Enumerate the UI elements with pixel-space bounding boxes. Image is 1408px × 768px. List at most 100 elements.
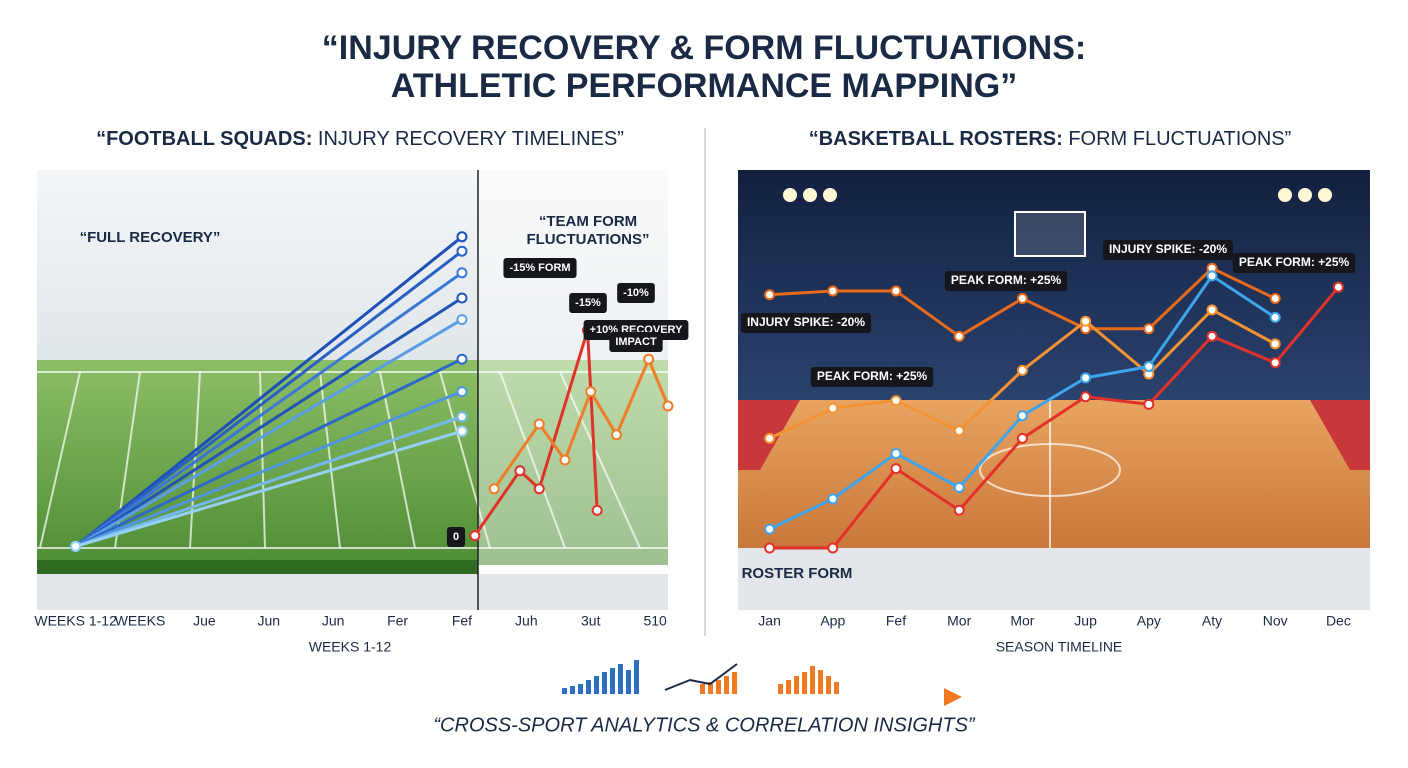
annotation-box [569, 293, 607, 313]
data-point [1080, 372, 1092, 384]
panel-title-bold: “BASKETBALL ROSTERS: [809, 128, 1063, 150]
data-point [559, 454, 571, 466]
series-line [74, 271, 463, 548]
data-point [456, 292, 468, 304]
x-axis-label: SEASON TIMELINE [996, 639, 1123, 655]
panel-title-rest: INJURY RECOVERY TIMELINES” [318, 128, 624, 150]
data-point [488, 483, 500, 495]
annotation: FLUCTUATIONS” [526, 231, 649, 248]
data-point [1143, 398, 1155, 410]
x-tick-label: 3ut [581, 613, 601, 629]
data-point [953, 425, 965, 437]
data-point [890, 463, 902, 475]
data-point [456, 245, 468, 257]
series-line [74, 318, 463, 548]
data-point [456, 231, 468, 243]
data-point [764, 523, 776, 535]
data-point [1143, 323, 1155, 335]
series-line [74, 357, 463, 548]
annotation: 0 [453, 531, 459, 543]
panel-title-bold: “FOOTBALL SQUADS: [96, 128, 312, 150]
data-point [585, 386, 597, 398]
data-point [456, 411, 468, 423]
annotation-box [609, 332, 663, 352]
x-tick-label: Jue [193, 613, 216, 629]
data-point [533, 483, 545, 495]
annotation: INJURY SPIKE: -20% [747, 315, 865, 329]
data-point [610, 429, 622, 441]
data-point [514, 465, 526, 477]
data-point [953, 330, 965, 342]
x-tick-label: Juh [515, 613, 538, 629]
data-point [1206, 304, 1218, 316]
annotation: PEAK FORM: +25% [1239, 255, 1350, 269]
panel-title: “BASKETBALL ROSTERS: FORM FLUCTUATIONS” [809, 128, 1292, 150]
annotation-box [617, 283, 655, 303]
annotation-box [810, 367, 934, 387]
annotation: ROSTER FORM [742, 565, 853, 582]
data-point [1016, 364, 1028, 376]
annotation: INJURY SPIKE: -20% [1109, 242, 1227, 256]
x-tick-label: Apy [1137, 613, 1161, 629]
data-point [1016, 410, 1028, 422]
x-tick-label: Jun [322, 613, 345, 629]
data-point [456, 353, 468, 365]
data-point [456, 425, 468, 437]
data-point [1143, 361, 1155, 373]
data-point [1332, 281, 1344, 293]
series-line [74, 235, 463, 548]
data-point [70, 540, 82, 552]
series-line [75, 415, 463, 548]
annotation-box [503, 258, 577, 278]
data-point [953, 482, 965, 494]
annotation: -15% FORM [509, 262, 570, 274]
data-point [890, 285, 902, 297]
data-point [1269, 293, 1281, 305]
data-point [456, 386, 468, 398]
caption: “CROSS-SPORT ANALYTICS & CORRELATION INS… [433, 714, 976, 736]
data-point [469, 530, 481, 542]
x-tick-label: Fef [886, 613, 906, 629]
x-axis-label: WEEKS 1-12 [309, 639, 392, 655]
series-line [74, 296, 463, 548]
data-point [953, 504, 965, 516]
data-point [827, 402, 839, 414]
data-point [1269, 338, 1281, 350]
x-tick-label: Dec [1326, 613, 1351, 629]
data-point [456, 314, 468, 326]
annotation: -15% [575, 297, 601, 309]
annotation-box [944, 271, 1068, 291]
annotation: “TEAM FORM [539, 213, 637, 230]
data-point [1016, 293, 1028, 305]
x-tick-label: App [820, 613, 845, 629]
x-tick-label: 510 [643, 613, 667, 629]
panel-title: “FOOTBALL SQUADS: INJURY RECOVERY TIMELI… [96, 128, 624, 150]
data-point [1080, 391, 1092, 403]
annotation-box [446, 527, 466, 547]
data-point [1080, 315, 1092, 327]
x-tick-label: WEEKS [115, 613, 166, 629]
x-tick-label: Jan [758, 613, 781, 629]
data-point [591, 504, 603, 516]
data-point [890, 448, 902, 459]
data-point [1016, 432, 1028, 444]
x-tick-label: Jup [1074, 613, 1097, 629]
annotation-box [1232, 253, 1356, 273]
main-title: “INJURY RECOVERY & FORM FLUCTUATIONS: [322, 29, 1086, 67]
series-line [769, 286, 1340, 550]
cross-sport-graphic [450, 660, 962, 706]
data-point [764, 542, 776, 554]
data-point [764, 289, 776, 301]
data-point [827, 493, 839, 505]
data-point [1269, 311, 1281, 323]
x-tick-label: Fef [452, 613, 472, 629]
data-point [533, 418, 545, 430]
series-line [75, 390, 463, 548]
annotation: “FULL RECOVERY” [80, 229, 221, 246]
data-point [1269, 357, 1281, 369]
x-tick-label: Fer [387, 613, 408, 629]
data-point [764, 432, 776, 444]
x-tick-label: Nov [1263, 613, 1288, 629]
panel-title-rest: FORM FLUCTUATIONS” [1068, 128, 1291, 150]
